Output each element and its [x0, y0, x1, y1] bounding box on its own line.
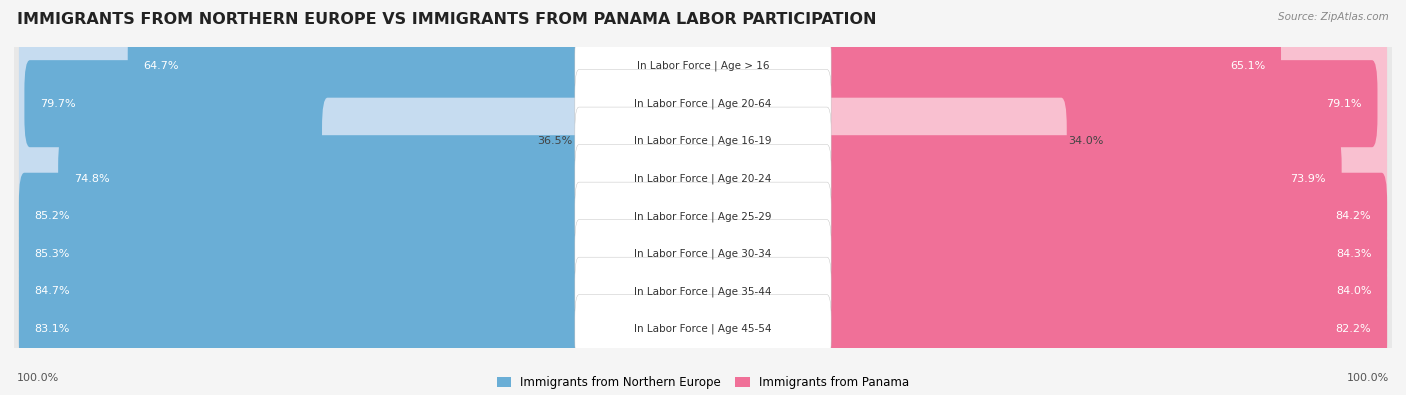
FancyBboxPatch shape: [575, 107, 831, 175]
FancyBboxPatch shape: [821, 173, 1388, 260]
FancyBboxPatch shape: [821, 23, 1281, 110]
FancyBboxPatch shape: [821, 135, 1341, 222]
Text: 34.0%: 34.0%: [1069, 136, 1104, 146]
FancyBboxPatch shape: [18, 23, 585, 110]
FancyBboxPatch shape: [575, 145, 831, 213]
Text: 65.1%: 65.1%: [1230, 61, 1265, 71]
Text: 84.7%: 84.7%: [35, 286, 70, 296]
Legend: Immigrants from Northern Europe, Immigrants from Panama: Immigrants from Northern Europe, Immigra…: [496, 376, 910, 389]
FancyBboxPatch shape: [575, 295, 831, 363]
Text: 100.0%: 100.0%: [17, 373, 59, 383]
Text: In Labor Force | Age 20-64: In Labor Force | Age 20-64: [634, 98, 772, 109]
FancyBboxPatch shape: [821, 135, 1388, 222]
FancyBboxPatch shape: [10, 81, 1396, 201]
Text: In Labor Force | Age 30-34: In Labor Force | Age 30-34: [634, 248, 772, 259]
FancyBboxPatch shape: [821, 98, 1067, 185]
FancyBboxPatch shape: [821, 173, 1388, 260]
Text: 82.2%: 82.2%: [1336, 324, 1371, 334]
FancyBboxPatch shape: [10, 156, 1396, 276]
FancyBboxPatch shape: [575, 220, 831, 288]
FancyBboxPatch shape: [18, 248, 585, 335]
Text: Source: ZipAtlas.com: Source: ZipAtlas.com: [1278, 12, 1389, 22]
Text: IMMIGRANTS FROM NORTHERN EUROPE VS IMMIGRANTS FROM PANAMA LABOR PARTICIPATION: IMMIGRANTS FROM NORTHERN EUROPE VS IMMIG…: [17, 12, 876, 27]
FancyBboxPatch shape: [18, 210, 585, 297]
FancyBboxPatch shape: [24, 60, 585, 147]
FancyBboxPatch shape: [821, 210, 1388, 297]
Text: In Labor Force | Age 35-44: In Labor Force | Age 35-44: [634, 286, 772, 297]
FancyBboxPatch shape: [575, 70, 831, 138]
FancyBboxPatch shape: [575, 257, 831, 325]
FancyBboxPatch shape: [10, 231, 1396, 352]
FancyBboxPatch shape: [10, 43, 1396, 164]
Text: 85.3%: 85.3%: [35, 249, 70, 259]
FancyBboxPatch shape: [18, 285, 585, 372]
FancyBboxPatch shape: [10, 194, 1396, 314]
Text: 79.7%: 79.7%: [41, 99, 76, 109]
Text: 79.1%: 79.1%: [1326, 99, 1361, 109]
FancyBboxPatch shape: [18, 173, 585, 260]
FancyBboxPatch shape: [18, 173, 585, 260]
Text: 84.0%: 84.0%: [1336, 286, 1371, 296]
FancyBboxPatch shape: [18, 98, 585, 185]
Text: 84.2%: 84.2%: [1336, 211, 1371, 221]
Text: In Labor Force | Age 45-54: In Labor Force | Age 45-54: [634, 324, 772, 334]
FancyBboxPatch shape: [58, 135, 585, 222]
Text: In Labor Force | Age 16-19: In Labor Force | Age 16-19: [634, 136, 772, 147]
FancyBboxPatch shape: [128, 23, 585, 110]
Text: 100.0%: 100.0%: [1347, 373, 1389, 383]
FancyBboxPatch shape: [821, 285, 1388, 372]
FancyBboxPatch shape: [821, 98, 1388, 185]
FancyBboxPatch shape: [18, 248, 585, 335]
FancyBboxPatch shape: [18, 60, 585, 147]
Text: 85.2%: 85.2%: [35, 211, 70, 221]
Text: 83.1%: 83.1%: [35, 324, 70, 334]
Text: 74.8%: 74.8%: [75, 174, 110, 184]
FancyBboxPatch shape: [10, 269, 1396, 389]
FancyBboxPatch shape: [18, 285, 585, 372]
Text: In Labor Force | Age > 16: In Labor Force | Age > 16: [637, 61, 769, 71]
FancyBboxPatch shape: [10, 6, 1396, 126]
FancyBboxPatch shape: [18, 135, 585, 222]
FancyBboxPatch shape: [821, 60, 1378, 147]
FancyBboxPatch shape: [821, 210, 1388, 297]
Text: In Labor Force | Age 20-24: In Labor Force | Age 20-24: [634, 173, 772, 184]
FancyBboxPatch shape: [322, 98, 585, 185]
FancyBboxPatch shape: [575, 32, 831, 100]
FancyBboxPatch shape: [821, 248, 1388, 335]
Text: 36.5%: 36.5%: [537, 136, 572, 146]
FancyBboxPatch shape: [821, 285, 1388, 372]
Text: 73.9%: 73.9%: [1291, 174, 1326, 184]
Text: 84.3%: 84.3%: [1336, 249, 1371, 259]
FancyBboxPatch shape: [575, 182, 831, 250]
FancyBboxPatch shape: [10, 118, 1396, 239]
Text: In Labor Force | Age 25-29: In Labor Force | Age 25-29: [634, 211, 772, 222]
FancyBboxPatch shape: [18, 210, 585, 297]
FancyBboxPatch shape: [821, 23, 1388, 110]
FancyBboxPatch shape: [821, 60, 1388, 147]
FancyBboxPatch shape: [821, 248, 1388, 335]
Text: 64.7%: 64.7%: [143, 61, 179, 71]
